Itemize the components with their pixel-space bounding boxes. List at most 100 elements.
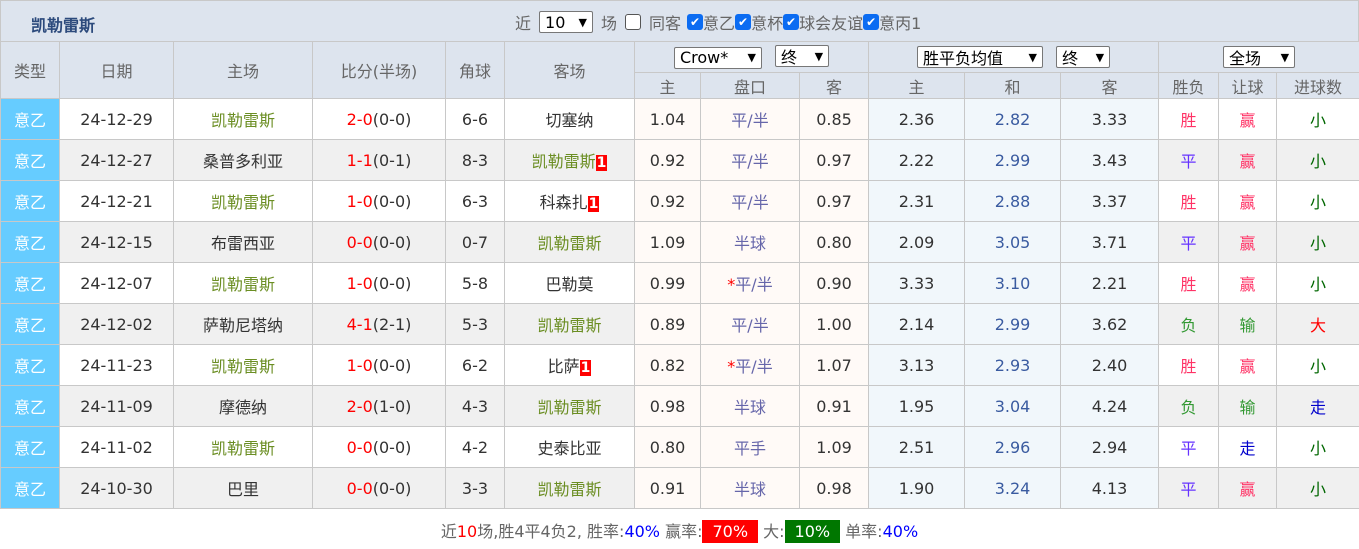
competition-checkbox[interactable]: ✔ — [783, 14, 800, 30]
table-row: 意乙 24-12-02 萨勒尼塔纳 4-1(2-1) 5-3 凯勒雷斯 0.89… — [0, 303, 1359, 345]
home-team[interactable]: 摩德纳 — [173, 385, 313, 427]
home-team[interactable]: 桑普多利亚 — [173, 139, 313, 181]
win-rate-label: 胜率: — [581, 522, 625, 541]
home-team[interactable]: 布雷西亚 — [173, 221, 313, 263]
away-team-name[interactable]: 凯勒雷斯 — [537, 398, 602, 417]
away-team-name[interactable]: 凯勒雷斯 — [537, 316, 602, 335]
goals-result: 小 — [1276, 262, 1359, 304]
odds-phase-select[interactable]: 终 ▼ — [775, 45, 830, 68]
avg-draw: 3.10 — [964, 262, 1061, 304]
match-result: 胜 — [1158, 344, 1220, 386]
home-team[interactable]: 凯勒雷斯 — [173, 98, 313, 140]
table-row: 意乙 24-11-02 凯勒雷斯 0-0(0-0) 4-2 史泰比亚 0.80 … — [0, 426, 1359, 468]
away-team[interactable]: 切塞纳 — [504, 98, 635, 140]
away-team[interactable]: 凯勒雷斯 — [504, 385, 635, 427]
home-team-name[interactable]: 萨勒尼塔纳 — [202, 316, 283, 335]
full-time-score: 2-0 — [346, 109, 373, 129]
avg-win: 2.36 — [868, 98, 965, 140]
away-team[interactable]: 比萨1 — [504, 344, 635, 386]
away-team[interactable]: 凯勒雷斯 — [504, 303, 635, 345]
home-team[interactable]: 凯勒雷斯 — [173, 262, 313, 304]
full-time-score: 1-1 — [346, 150, 373, 170]
away-team[interactable]: 凯勒雷斯 — [504, 221, 635, 263]
red-card-badge: 1 — [579, 360, 592, 376]
home-team-name[interactable]: 凯勒雷斯 — [210, 275, 275, 294]
col-handicap-line: 盘口 — [700, 72, 800, 99]
score: 0-0(0-0) — [312, 426, 446, 468]
away-team-name[interactable]: 巴勒莫 — [545, 275, 594, 294]
match-date: 24-12-15 — [59, 221, 174, 263]
chevron-down-icon: ▼ — [1028, 50, 1037, 64]
away-team[interactable]: 史泰比亚 — [504, 426, 635, 468]
star-mark: * — [727, 357, 736, 376]
handicap-line-text: 平/半 — [731, 152, 769, 171]
handicap-line: 半球 — [700, 467, 800, 509]
away-team-name[interactable]: 凯勒雷斯 — [537, 234, 602, 253]
recent-suffix: 场 — [601, 14, 618, 33]
away-team[interactable]: 巴勒莫 — [504, 262, 635, 304]
corners: 6-2 — [445, 344, 505, 386]
home-team-name[interactable]: 凯勒雷斯 — [210, 193, 275, 212]
home-team[interactable]: 凯勒雷斯 — [173, 180, 313, 222]
competition-checkbox[interactable]: ✔ — [687, 14, 704, 30]
handicap-result: 赢 — [1218, 262, 1278, 304]
table-row: 意乙 24-12-15 布雷西亚 0-0(0-0) 0-7 凯勒雷斯 1.09 … — [0, 221, 1359, 263]
away-team[interactable]: 凯勒雷斯1 — [504, 139, 635, 181]
home-team-name[interactable]: 凯勒雷斯 — [210, 111, 275, 130]
odds-away: 0.91 — [799, 385, 869, 427]
away-team-name[interactable]: 凯勒雷斯 — [537, 480, 602, 499]
summary-count: 10 — [456, 522, 478, 541]
handicap-line-text: 半球 — [733, 234, 766, 253]
full-time-score: 0-0 — [346, 478, 373, 498]
avg-draw: 2.88 — [964, 180, 1061, 222]
competition-checkbox[interactable]: ✔ — [863, 14, 880, 30]
avg-loss: 3.71 — [1059, 221, 1160, 263]
home-team-name[interactable]: 凯勒雷斯 — [210, 439, 275, 458]
competition-type: 意乙 — [0, 303, 60, 345]
handicap-line: 平手 — [700, 426, 800, 468]
avg-win: 2.14 — [868, 303, 965, 345]
handicap-line: 平/半 — [700, 98, 800, 140]
bookmaker-select[interactable]: Crow* ▼ — [673, 46, 762, 69]
home-team[interactable]: 巴里 — [173, 467, 313, 509]
home-team-name[interactable]: 凯勒雷斯 — [210, 357, 275, 376]
home-team-name[interactable]: 摩德纳 — [218, 398, 267, 417]
goals-result: 大 — [1276, 303, 1359, 345]
half-time-score: (0-0) — [372, 478, 412, 498]
same-checkbox[interactable] — [625, 14, 642, 30]
match-result: 平 — [1158, 426, 1220, 468]
summary-text: 近 — [440, 522, 457, 541]
match-result: 负 — [1158, 303, 1220, 345]
away-team[interactable]: 凯勒雷斯 — [504, 467, 635, 509]
col-score: 比分(半场) — [312, 41, 446, 99]
match-result: 胜 — [1158, 262, 1220, 304]
home-team-name[interactable]: 桑普多利亚 — [202, 152, 283, 171]
away-team-name[interactable]: 凯勒雷斯 — [531, 152, 596, 171]
avg-loss: 3.33 — [1059, 98, 1160, 140]
away-team-name[interactable]: 史泰比亚 — [537, 439, 602, 458]
avg-win: 1.95 — [868, 385, 965, 427]
away-team-name[interactable]: 切塞纳 — [545, 111, 594, 130]
home-team[interactable]: 凯勒雷斯 — [173, 426, 313, 468]
corners: 5-8 — [445, 262, 505, 304]
home-team[interactable]: 萨勒尼塔纳 — [173, 303, 313, 345]
home-team-name[interactable]: 巴里 — [226, 480, 259, 499]
competition-checkbox[interactable]: ✔ — [735, 14, 752, 30]
avg-phase-select[interactable]: 终 ▼ — [1056, 46, 1111, 68]
avg-select[interactable]: 胜平负均值 ▼ — [916, 46, 1043, 68]
match-result: 胜 — [1158, 98, 1220, 140]
period-select[interactable]: 全场 ▼ — [1223, 46, 1296, 68]
score: 1-0(0-0) — [312, 180, 446, 222]
away-team-name[interactable]: 比萨 — [547, 357, 580, 376]
recent-label: 近 — [515, 14, 532, 33]
score: 1-0(0-0) — [312, 344, 446, 386]
col-type: 类型 — [0, 41, 60, 99]
home-team-name[interactable]: 布雷西亚 — [210, 234, 275, 253]
avg-loss: 3.62 — [1059, 303, 1160, 345]
away-team-name[interactable]: 科森扎 — [539, 193, 588, 212]
big-rate: 10% — [784, 520, 841, 543]
recent-count-select[interactable]: 10 ▼ — [539, 11, 594, 33]
handicap-line-text: 平手 — [733, 439, 766, 458]
home-team[interactable]: 凯勒雷斯 — [173, 344, 313, 386]
away-team[interactable]: 科森扎1 — [504, 180, 635, 222]
